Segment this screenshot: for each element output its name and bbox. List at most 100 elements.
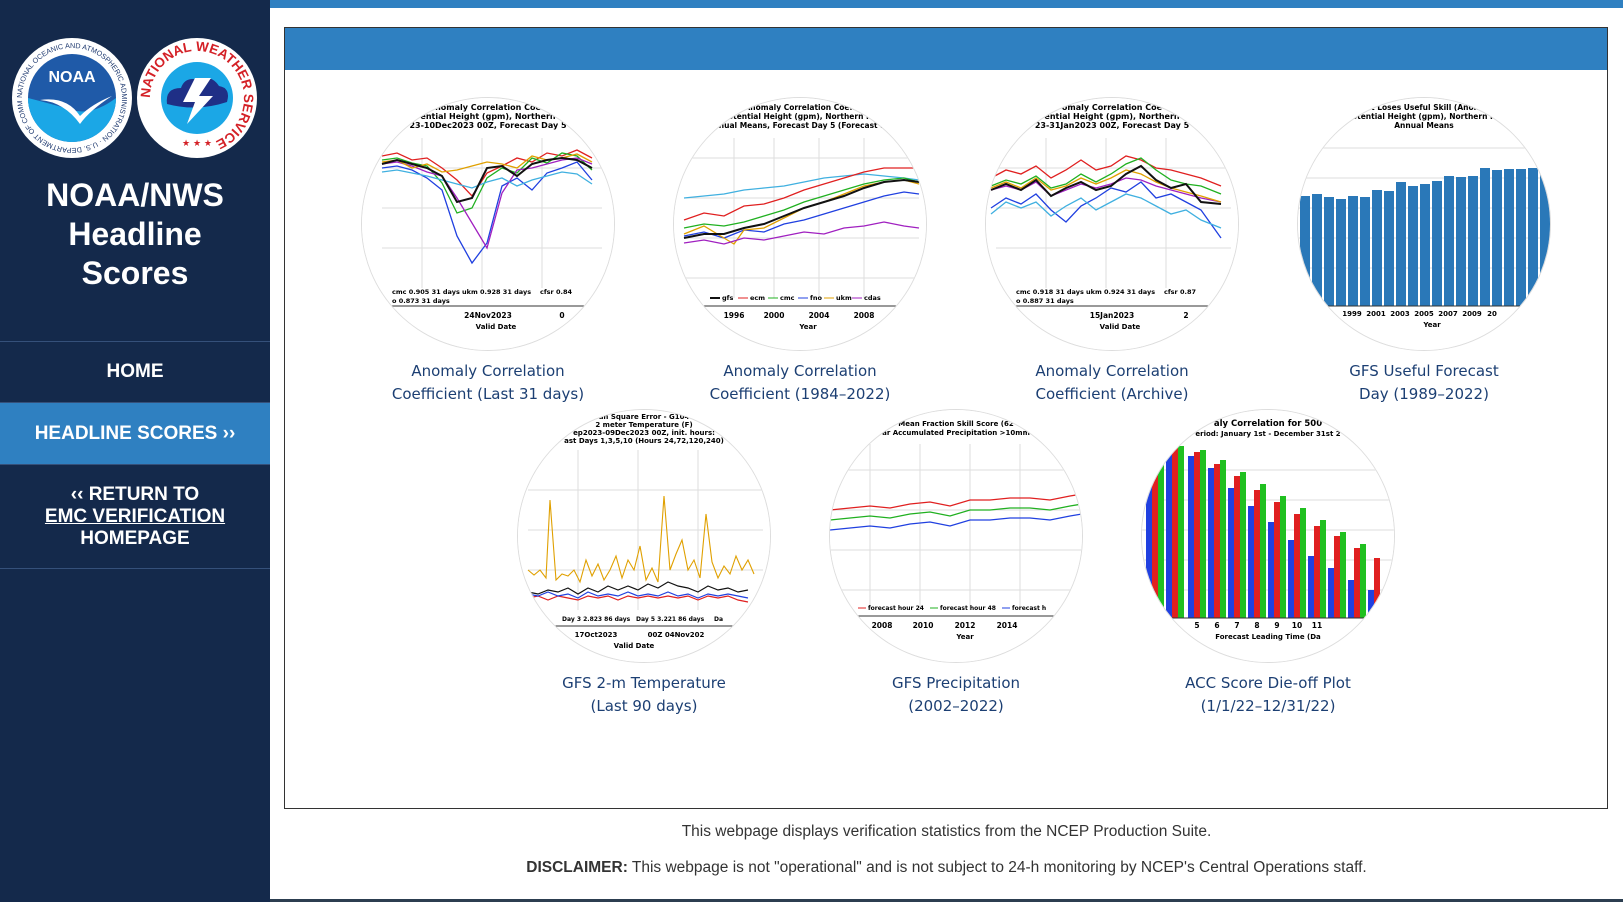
card-subtitle[interactable]: Day (1989–2022) [1359, 385, 1489, 403]
card-caption[interactable]: Anomaly Correlation Coefficient (Archive… [972, 360, 1252, 406]
top-accent-bar [270, 0, 1623, 8]
card-title[interactable]: Anomaly Correlation [723, 362, 877, 380]
card-caption[interactable]: Anomaly Correlation Coefficient (1984–20… [660, 360, 940, 406]
thumb-legend: ukm [836, 294, 852, 302]
thumb-header-line: 2 meter Temperature (F) [595, 421, 692, 429]
thumb-header-line: 23-31Jan2023 00Z, Forecast Day 5 [1035, 121, 1190, 130]
thumbnail-acc-1984-2022[interactable]: Anomaly Correlation Coeff potential Heig… [674, 98, 926, 350]
thumb-tick: 2001 [1366, 310, 1386, 318]
card-caption[interactable]: ACC Score Die-off Plot (1/1/22–12/31/22) [1128, 672, 1408, 718]
noaa-logo[interactable]: NATIONAL OCEANIC AND ATMOSPHERIC ADMINIS… [9, 31, 132, 158]
bottom-border [270, 899, 1623, 902]
thumb-axis-label: Valid Date [1100, 323, 1141, 331]
thumb-header-line: nnual Means, Forecast Day 5 (Forecast H [713, 121, 886, 130]
card-caption[interactable]: Anomaly Correlation Coefficient (Last 31… [348, 360, 628, 406]
card-title[interactable]: Anomaly Correlation [411, 362, 565, 380]
thumb-tick: 11 [1312, 621, 1322, 630]
thumb-header-line: 23-10Dec2023 00Z, Forecast Day 5 [409, 121, 567, 130]
nav-divider [0, 402, 270, 403]
sidebar: NATIONAL OCEANIC AND ATMOSPHERIC ADMINIS… [0, 0, 270, 902]
thumb-axis-label: Valid Date [476, 323, 517, 331]
thumb-legend: ukm 0.924 31 days [1086, 288, 1155, 296]
thumb-legend: forecast hour 48 [940, 605, 996, 612]
thumb-tick: 2007 [1438, 310, 1458, 318]
card-acc-1984-2022[interactable]: Anomaly Correlation Coeff potential Heig… [660, 98, 940, 406]
disclaimer-label: DISCLAIMER: [526, 859, 628, 876]
thumb-header-line: ential Height (gpm), Northern [1044, 112, 1179, 121]
nav-home[interactable]: HOME [106, 361, 164, 382]
thumbnail-gfs-useful-forecast-day[interactable]: ast Loses Useful Skill (Anoma potential … [1298, 98, 1550, 350]
thumb-tick: 00Z 04Nov202 [648, 631, 705, 639]
thumbnail-acc-last-31-days[interactable]: nomaly Correlation Coe ential Height (gp… [362, 98, 614, 350]
thumb-tick: 17Oct2023 [575, 631, 618, 639]
card-caption[interactable]: GFS 2-m Temperature (Last 90 days) [504, 672, 784, 718]
card-gfs-precipitation[interactable]: Mean Fraction Skill Score (62 ar Accumul… [816, 410, 1096, 718]
thumb-tick: 1996 [724, 311, 745, 320]
thumb-header-line: ast Days 1,3,5,10 (Hours 24,72,120,240) [564, 437, 724, 445]
thumb-tick: 7 [1234, 621, 1239, 630]
thumb-tick: 2009 [1462, 310, 1482, 318]
thumbnail-gfs-2m-temperature[interactable]: an Square Error - G104 2 meter Temperatu… [518, 410, 770, 662]
thumbnail-gfs-precipitation[interactable]: Mean Fraction Skill Score (62 ar Accumul… [830, 410, 1082, 662]
thumb-legend: cmc 0.905 31 days [392, 288, 460, 296]
thumbnail-acc-archive[interactable]: omaly Correlation Coe ential Height (gpm… [986, 98, 1238, 350]
card-gfs-useful-forecast-day[interactable]: ast Loses Useful Skill (Anoma potential … [1284, 98, 1564, 406]
thumb-header-line: an Square Error - G104 [599, 413, 690, 421]
die-off-bars [1146, 446, 1380, 618]
nav-return-emc[interactable]: ‹‹ RETURN TO EMC VERIFICATION HOMEPAGE [0, 484, 270, 550]
thumb-tick: 8 [1254, 621, 1259, 630]
card-acc-archive[interactable]: omaly Correlation Coe ential Height (gpm… [972, 98, 1252, 406]
card-title[interactable]: GFS Precipitation [891, 674, 1021, 692]
thumbnail-acc-die-off-plot[interactable]: aly Correlation for 500 eriod: January 1… [1142, 410, 1394, 662]
headline-panel: nomaly Correlation Coe ential Height (gp… [284, 27, 1608, 809]
card-subtitle[interactable]: (2002–2022) [908, 697, 1004, 715]
thumb-tick: 2012 [955, 621, 976, 630]
thumb-header-line: ep2023-09Dec2023 00Z, init. hours: [573, 429, 715, 437]
card-subtitle[interactable]: (1/1/22–12/31/22) [1200, 697, 1336, 715]
thumb-tick: 2000 [764, 311, 785, 320]
card-gfs-2m-temperature[interactable]: an Square Error - G104 2 meter Temperatu… [504, 410, 784, 718]
thumb-legend: ukm 0.928 31 days [462, 288, 531, 296]
card-acc-die-off-plot[interactable]: aly Correlation for 500 eriod: January 1… [1128, 410, 1408, 718]
nws-logo[interactable]: NATIONAL WEATHER SERVICE ★ ★ ★ [137, 38, 257, 158]
nav-divider [0, 464, 270, 465]
card-title[interactable]: ACC Score Die-off Plot [1185, 674, 1351, 692]
card-caption[interactable]: GFS Useful Forecast Day (1989–2022) [1284, 360, 1564, 406]
thumb-legend: forecast h [1012, 605, 1046, 612]
thumb-legend: o 0.873 31 days [392, 297, 450, 305]
thumb-header-line: potential Height (gpm), Northern He [1347, 112, 1502, 121]
panel-header [285, 28, 1607, 70]
thumb-header-line: Mean Fraction Skill Score (62 [898, 420, 1014, 428]
card-subtitle[interactable]: (Last 90 days) [590, 697, 698, 715]
emc-verification-link[interactable]: EMC VERIFICATION [44, 506, 226, 527]
thumb-header-line: ast Loses Useful Skill (Anoma [1361, 103, 1486, 112]
card-title[interactable]: GFS 2-m Temperature [562, 674, 726, 692]
card-title[interactable]: Anomaly Correlation [1035, 362, 1189, 380]
thumb-axis-label: Year [1422, 321, 1441, 329]
thumb-tick: 0 [559, 311, 564, 320]
thumb-header-line: nomaly Correlation Coe [435, 103, 541, 112]
thumb-header-line: eriod: January 1st - December 31st 2 [1195, 430, 1340, 438]
nav-headline-scores[interactable]: HEADLINE SCORES ›› [0, 403, 270, 464]
thumb-legend: Day 3 2.823 86 days [562, 616, 631, 623]
card-subtitle[interactable]: Coefficient (Last 31 days) [391, 385, 585, 403]
card-subtitle[interactable]: Coefficient (Archive) [1035, 385, 1189, 403]
thumb-header-line: aly Correlation for 500 [1214, 419, 1322, 429]
nav-divider [0, 341, 270, 342]
card-acc-last-31-days[interactable]: nomaly Correlation Coe ential Height (gp… [348, 98, 628, 406]
thumb-header-line: potential Height (gpm), Northern He [723, 112, 878, 121]
thumb-tick: 20 [1487, 310, 1497, 318]
thumb-legend: o 0.887 31 days [1016, 297, 1074, 305]
star-icon: ★ ★ ★ [182, 139, 212, 149]
card-caption[interactable]: GFS Precipitation (2002–2022) [816, 672, 1096, 718]
thumb-tick: 24Nov2023 [464, 311, 512, 320]
card-subtitle[interactable]: Coefficient (1984–2022) [709, 385, 891, 403]
card-title[interactable]: GFS Useful Forecast [1349, 362, 1499, 380]
thumb-tick: 9 [1274, 621, 1279, 630]
thumb-tick: 5 [1194, 621, 1199, 630]
thumb-axis-label: Year [955, 633, 974, 641]
thumb-tick: 2008 [872, 621, 893, 630]
site-title: NOAA/NWS Headline Scores [0, 176, 270, 293]
useful-day-bars [1300, 168, 1550, 306]
thumb-legend: Day 5 3.221 86 days [636, 616, 705, 623]
